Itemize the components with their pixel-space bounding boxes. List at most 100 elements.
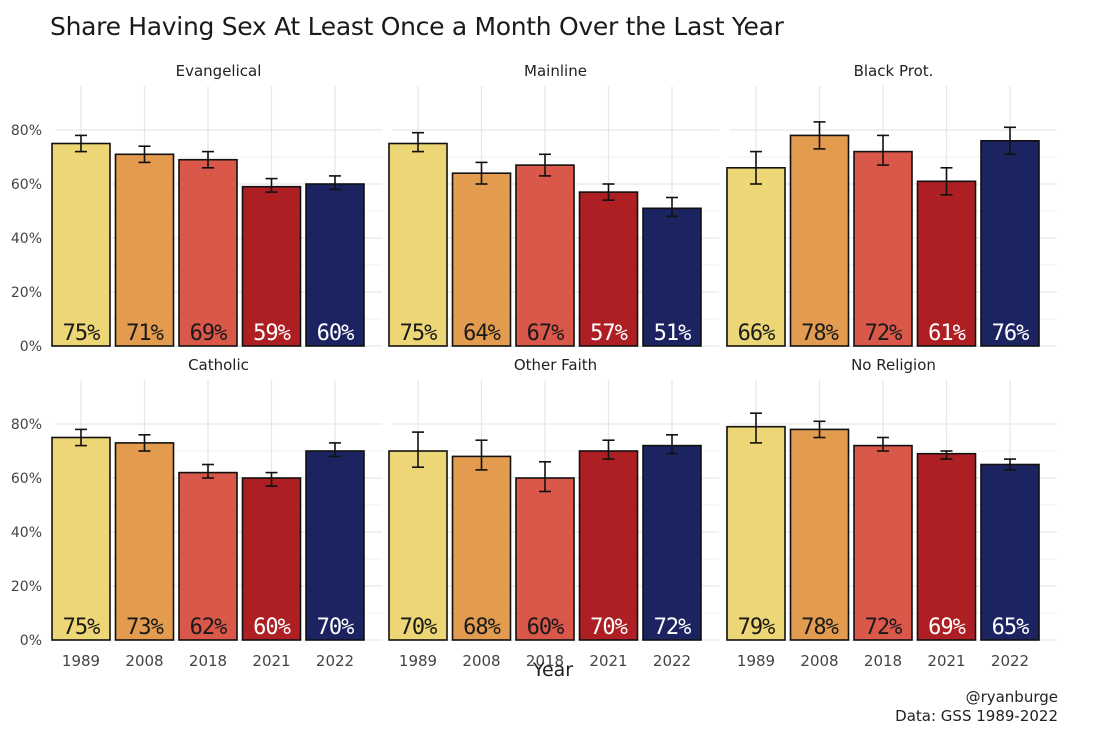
data-label: 62% <box>190 615 227 640</box>
data-label: 72% <box>654 615 691 640</box>
y-tick-label: 0% <box>20 339 42 355</box>
data-label: 70% <box>400 615 437 640</box>
x-tick-label: 2022 <box>316 652 354 670</box>
bar <box>789 428 850 641</box>
bar <box>305 183 365 347</box>
data-label: 76% <box>992 321 1029 346</box>
panel-title: No Religion <box>851 356 936 374</box>
bar <box>241 185 302 347</box>
y-tick-label: 0% <box>20 633 42 649</box>
author-credit: @ryanburge <box>965 688 1058 706</box>
panel: Mainline 75% 64% 67% 57% 51% <box>388 62 719 347</box>
panel-title: Other Faith <box>514 356 597 374</box>
bar <box>578 191 639 347</box>
data-label: 57% <box>590 321 627 346</box>
x-tick-label: 2022 <box>653 652 691 670</box>
chart-title: Share Having Sex At Least Once a Month O… <box>50 12 784 41</box>
y-tick-label: 40% <box>11 231 42 247</box>
data-label: 70% <box>590 615 627 640</box>
x-tick-label: 2018 <box>526 652 564 670</box>
data-label: 75% <box>63 321 100 346</box>
bar <box>642 207 702 347</box>
x-tick-label: 2022 <box>991 652 1029 670</box>
x-tick-label: 2021 <box>589 652 627 670</box>
bar <box>114 442 175 641</box>
data-source: Data: GSS 1989-2022 <box>895 707 1058 725</box>
x-tick-label: 2008 <box>125 652 163 670</box>
data-label: 64% <box>463 321 500 346</box>
bar <box>916 452 977 641</box>
data-label: 51% <box>654 321 691 346</box>
x-tick-label: 2021 <box>927 652 965 670</box>
y-tick-label: 60% <box>11 471 42 487</box>
y-tick-label: 40% <box>11 525 42 541</box>
x-tick-label: 2018 <box>864 652 902 670</box>
data-label: 69% <box>928 615 965 640</box>
data-label: 72% <box>865 615 902 640</box>
x-tick-label: 2018 <box>189 652 227 670</box>
panel: No Religion 79% 1989 78% 2008 72% 2018 69% 2021 6… <box>726 356 1057 670</box>
bar <box>726 167 786 347</box>
data-label: 75% <box>400 321 437 346</box>
data-label: 66% <box>738 321 775 346</box>
data-label: 60% <box>253 615 290 640</box>
y-tick-label: 80% <box>11 417 42 433</box>
bar <box>388 450 448 641</box>
y-tick-label: 20% <box>11 285 42 301</box>
data-label: 61% <box>928 321 965 346</box>
chart-caption: @ryanburge Data: GSS 1989-2022 <box>895 688 1058 726</box>
bar <box>515 164 575 347</box>
data-label: 78% <box>801 321 838 346</box>
panel-title: Mainline <box>524 62 587 80</box>
bar <box>51 142 111 347</box>
x-tick-label: 2008 <box>800 652 838 670</box>
data-label: 68% <box>463 615 500 640</box>
bar <box>980 463 1040 641</box>
bar <box>178 158 238 347</box>
bar <box>178 471 238 641</box>
bar <box>305 450 365 641</box>
panel: Other Faith 70% 1989 68% 2008 60% 2018 70% 2021 7… <box>388 356 719 670</box>
bar <box>578 450 639 641</box>
x-tick-label: 1989 <box>62 652 100 670</box>
data-label: 75% <box>63 615 100 640</box>
x-tick-label: 2008 <box>462 652 500 670</box>
x-axis-title: Year <box>532 659 573 681</box>
bar <box>388 142 448 347</box>
data-label: 79% <box>738 615 775 640</box>
bar <box>51 436 111 641</box>
panel: Black Prot. 66% 78% 72% 61% 76% <box>726 62 1057 347</box>
data-label: 60% <box>317 321 354 346</box>
bar <box>451 455 512 641</box>
data-label: 70% <box>317 615 354 640</box>
x-tick-label: 2021 <box>252 652 290 670</box>
panel-title: Evangelical <box>176 62 262 80</box>
bar <box>726 425 786 641</box>
x-tick-label: 1989 <box>399 652 437 670</box>
data-label: 78% <box>801 615 838 640</box>
panel: Catholic 0% 20% 40% 60% 80% 75% 1989 73% 2008 62% 2… <box>11 356 382 670</box>
data-label: 60% <box>527 615 564 640</box>
data-label: 71% <box>126 321 163 346</box>
data-label: 65% <box>992 615 1029 640</box>
y-tick-label: 60% <box>11 177 42 193</box>
bar <box>980 140 1040 347</box>
x-tick-label: 1989 <box>737 652 775 670</box>
panel-title: Black Prot. <box>854 62 934 80</box>
data-label: 59% <box>253 321 290 346</box>
panel-title: Catholic <box>188 356 249 374</box>
data-label: 73% <box>126 615 163 640</box>
data-label: 69% <box>190 321 227 346</box>
bar <box>642 444 702 641</box>
bar <box>789 134 850 347</box>
data-label: 72% <box>865 321 902 346</box>
data-label: 67% <box>527 321 564 346</box>
y-tick-label: 20% <box>11 579 42 595</box>
panel: Evangelical 0% 20% 40% 60% 80% 75% 71% 69% 59% 60% <box>11 62 382 355</box>
bar <box>853 150 913 347</box>
bar <box>853 444 913 641</box>
bar <box>114 153 175 347</box>
bar <box>451 172 512 347</box>
y-tick-label: 80% <box>11 123 42 139</box>
